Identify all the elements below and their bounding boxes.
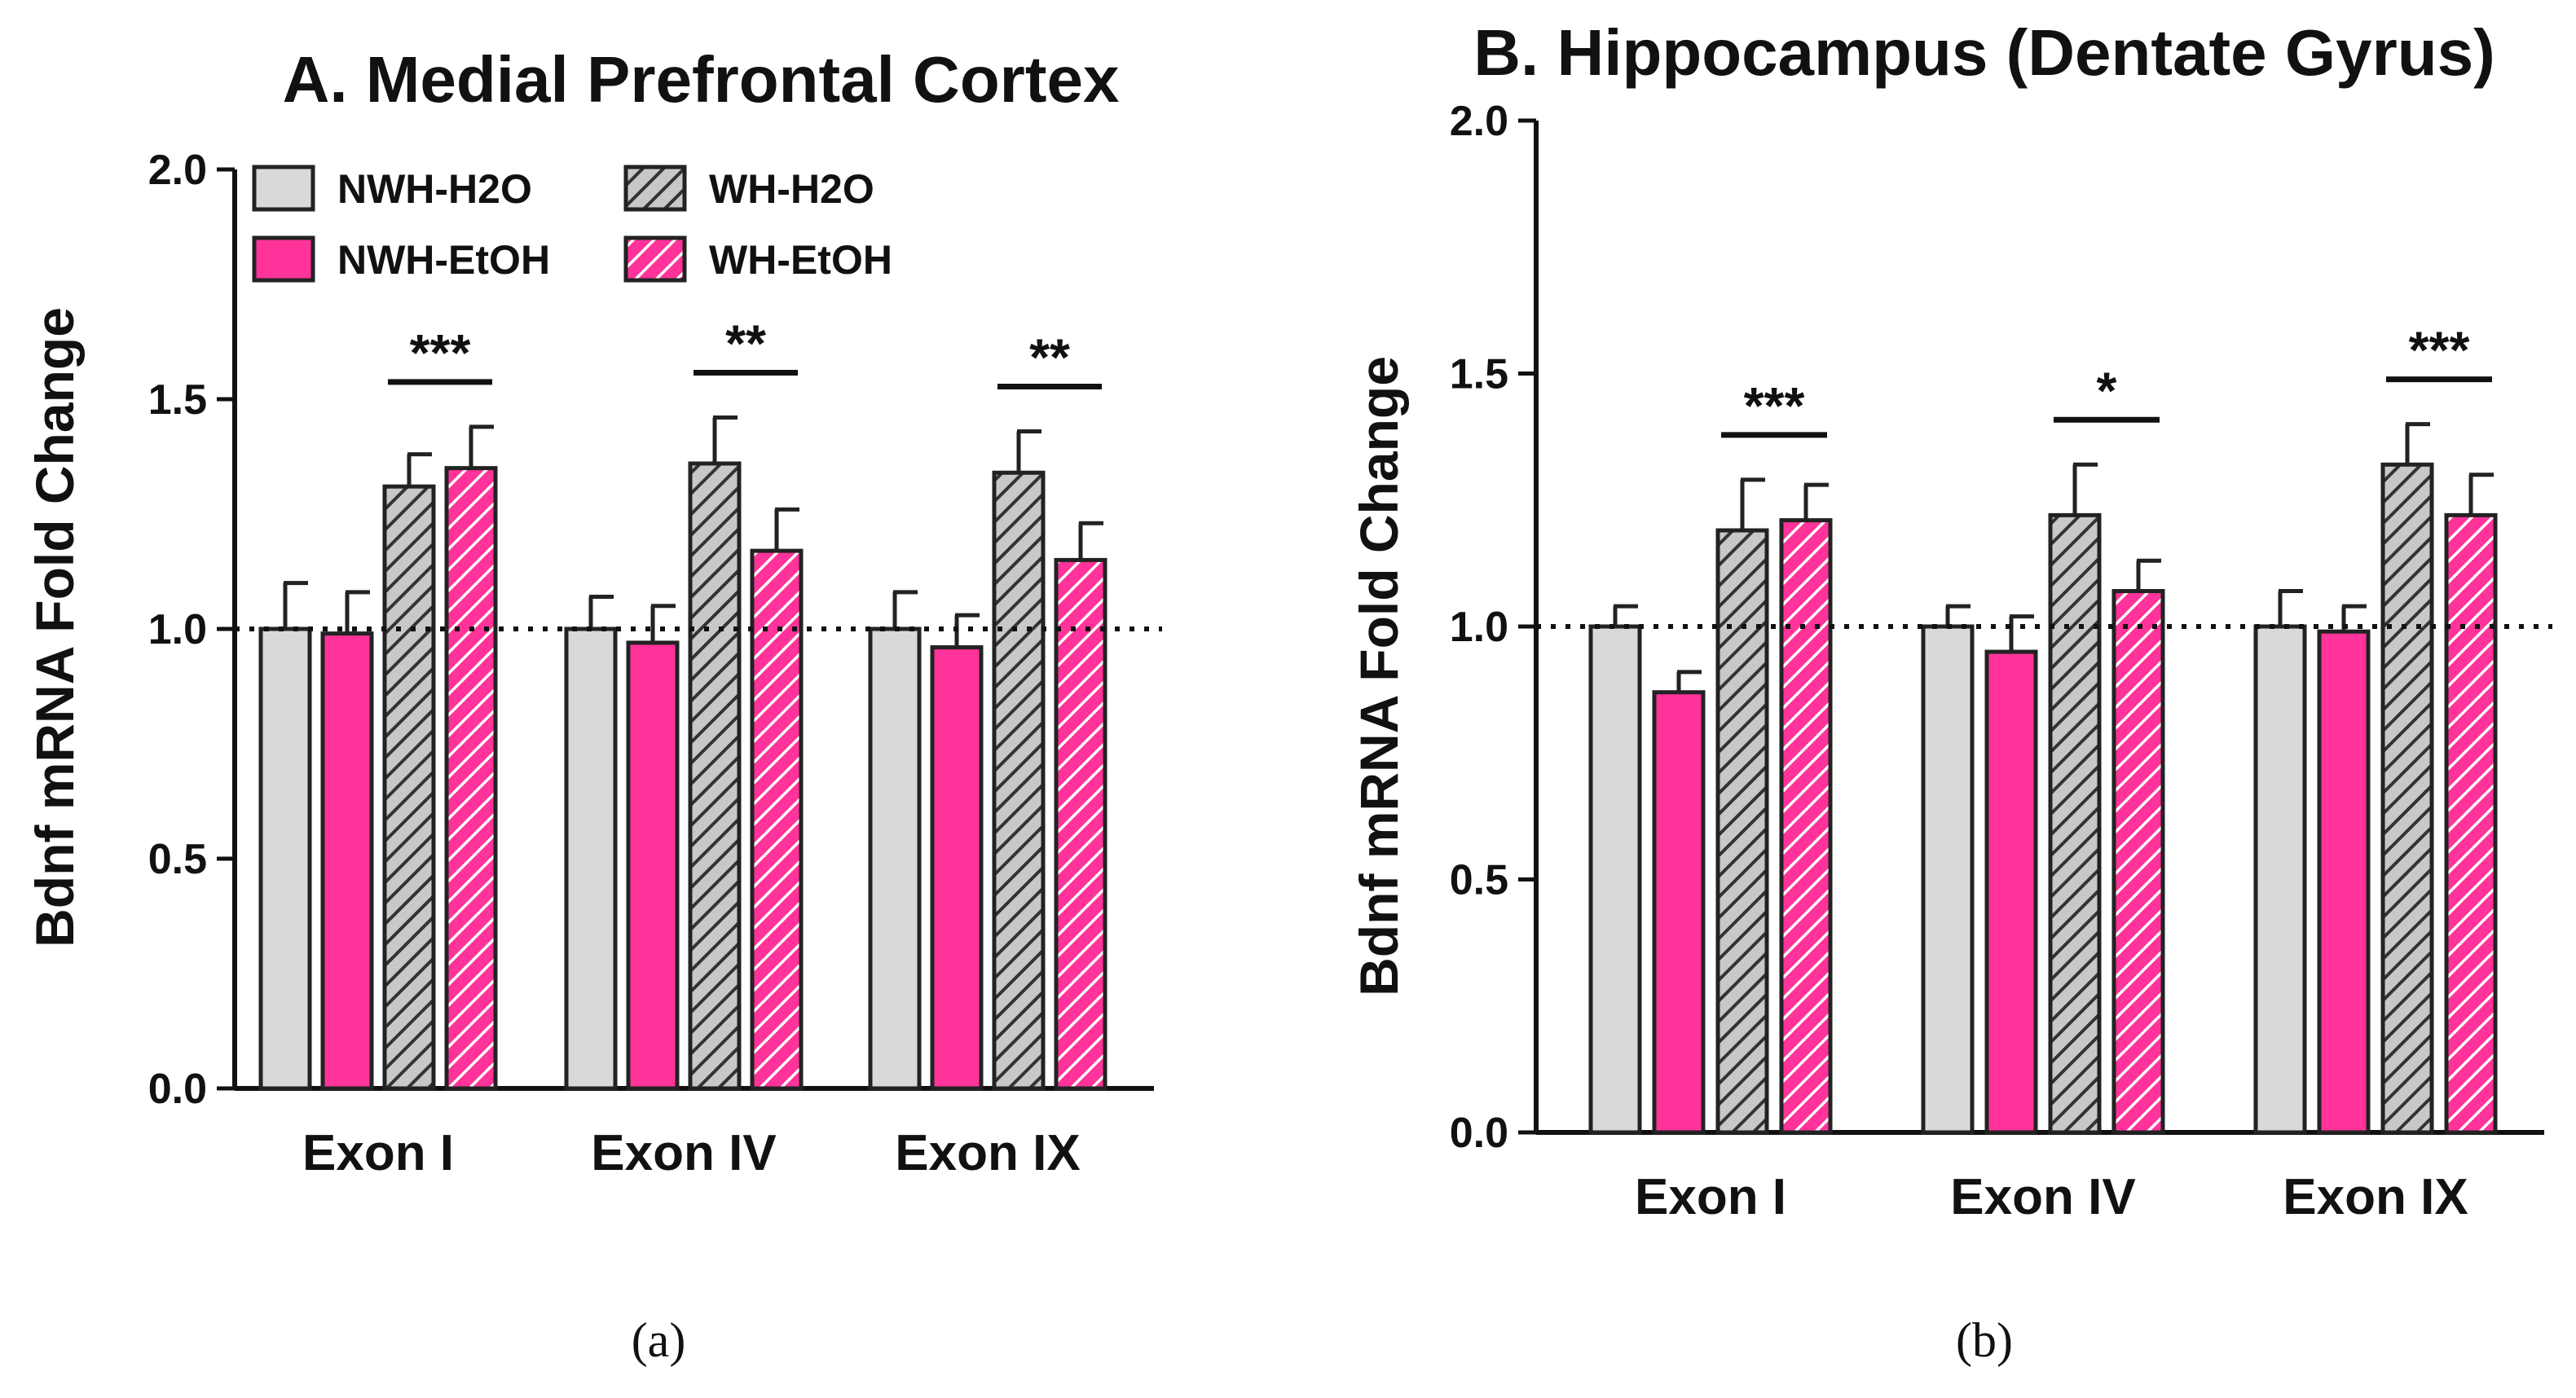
chart-b-sig-label: * [2097, 361, 2117, 420]
chart-a-legend-swatch [252, 235, 315, 283]
chart-a-category-label: Exon I [302, 1125, 454, 1181]
chart-a-ytick-label: 0.5 [148, 836, 207, 883]
chart-b-ytick-label: 1.0 [1450, 604, 1508, 651]
chart-b-bar [2444, 512, 2498, 1135]
chart-b-bar [2048, 512, 2102, 1135]
chart-a-ytick-label: 2.0 [148, 147, 207, 194]
chart-b-bar [1588, 624, 1642, 1135]
chart-b-bar [1984, 649, 2038, 1135]
chart-b-bar [1779, 518, 1833, 1135]
chart-b-category-label: Exon IX [2283, 1169, 2468, 1225]
chart-a-category-label: Exon IV [591, 1125, 776, 1181]
chart-a-category-label: Exon IX [895, 1125, 1080, 1181]
chart-a-legend-label: NWH-H2O [337, 166, 532, 212]
chart-b-sig-label: *** [1744, 376, 1805, 435]
chart-b-bar [1652, 690, 1706, 1135]
chart-a-bar [626, 640, 680, 1091]
chart-a-ytick-label: 1.5 [148, 376, 207, 424]
chart-a-legend-swatch [623, 165, 687, 212]
chart-a-legend-swatch [623, 235, 687, 283]
chart-a-bar [992, 470, 1046, 1091]
chart-a-ylabel: Bdnf mRNA Fold Change [24, 307, 85, 947]
chart-a-legend-label: WH-EtOH [709, 237, 892, 283]
chart-b-sig-label: *** [2409, 321, 2470, 380]
chart-a-ytick-label: 1.0 [148, 606, 207, 653]
chart-b-bar [2111, 589, 2165, 1135]
chart-a-legend-label: NWH-EtOH [337, 237, 550, 283]
chart-b-title: B. Hippocampus (Dentate Gyrus) [1473, 16, 2495, 89]
chart-b-ytick-label: 1.5 [1450, 351, 1508, 398]
chart-b-bar [2253, 624, 2307, 1135]
chart-a-bar [444, 466, 498, 1091]
chart-a-bar [868, 626, 922, 1091]
chart-b-bar [1715, 528, 1769, 1135]
chart-a-bar [750, 548, 804, 1091]
chart-b-bar [2317, 629, 2371, 1135]
chart-b-ylabel: Bdnf mRNA Fold Change [1349, 356, 1409, 996]
chart-a-sig-label: *** [410, 323, 471, 382]
chart-a-title: A. Medial Prefrontal Cortex [283, 43, 1120, 116]
chart-a-sig-label: ** [725, 314, 766, 373]
chart-a-legend-swatch [252, 165, 315, 212]
caption-a: (a) [632, 1313, 686, 1367]
chart-a-bar [688, 461, 742, 1091]
chart-a-bar [564, 626, 618, 1091]
chart-a-bar [382, 484, 436, 1091]
chart-b-ytick-label: 0.0 [1450, 1110, 1508, 1157]
chart-a-bar [930, 645, 984, 1091]
chart-a-ytick-label: 0.0 [148, 1066, 207, 1113]
chart-b-category-label: Exon I [1635, 1169, 1786, 1225]
chart-a-bar [1054, 557, 1107, 1091]
chart-a-bar [320, 631, 374, 1091]
chart-b-category-label: Exon IV [1950, 1169, 2135, 1225]
chart-b-ytick-label: 2.0 [1450, 98, 1508, 145]
chart-a-bar [258, 626, 312, 1091]
chart-a-sig-label: ** [1029, 328, 1070, 386]
chart-b-bar [1921, 624, 1975, 1135]
chart-a-legend-label: WH-H2O [709, 166, 874, 212]
chart-b-ytick-label: 0.5 [1450, 857, 1508, 904]
chart-b-bar [2380, 462, 2434, 1135]
caption-b: (b) [1956, 1313, 2013, 1367]
